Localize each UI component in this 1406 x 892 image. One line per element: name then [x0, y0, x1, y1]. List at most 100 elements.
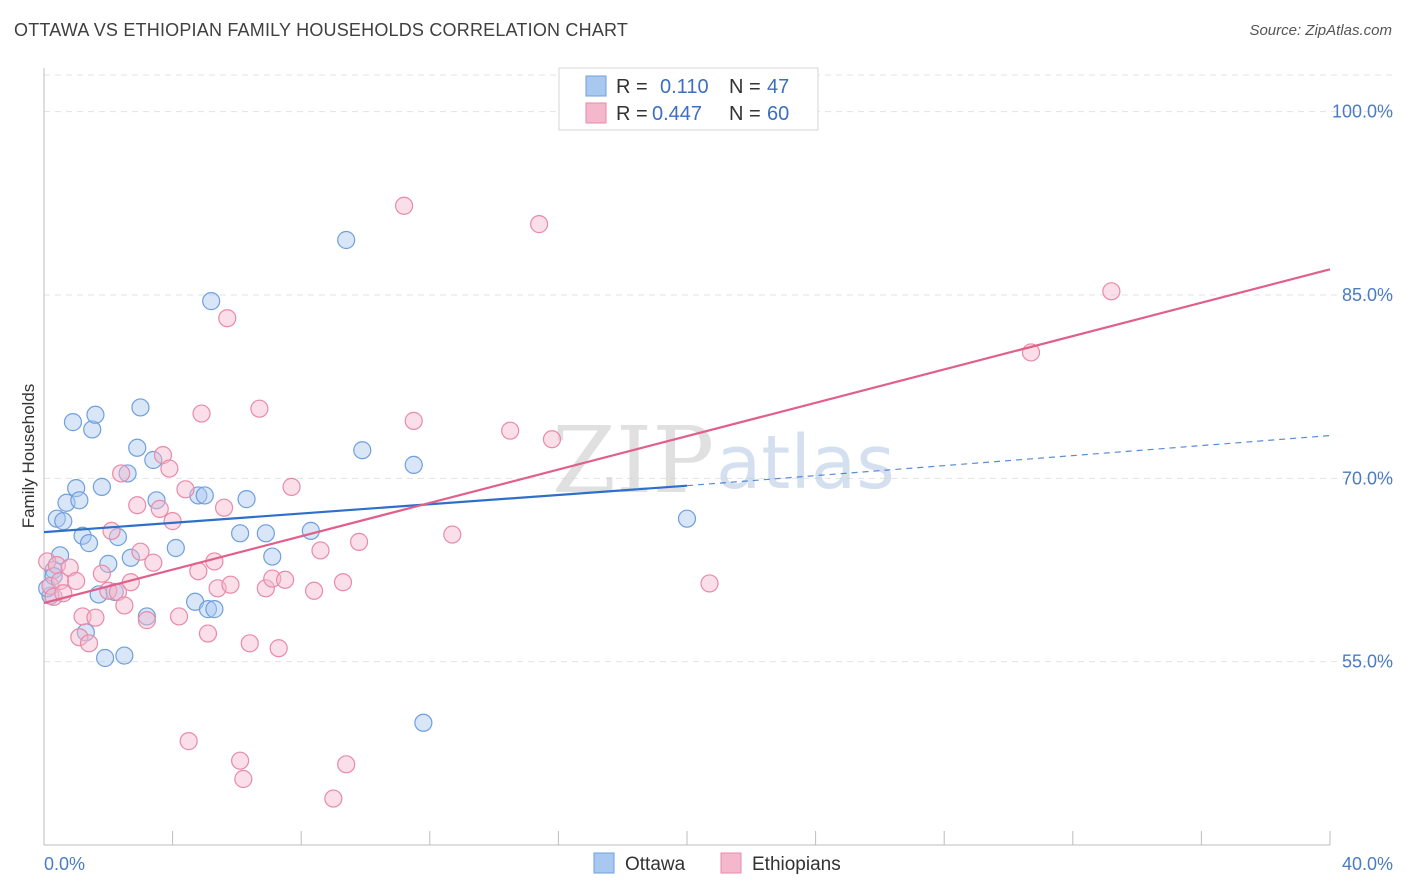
- ottawa-point: [99, 554, 118, 573]
- ethiopians-point: [250, 399, 269, 418]
- ottawa-point: [205, 600, 224, 619]
- ethiopians-point: [404, 411, 423, 430]
- ethiopians-point: [443, 525, 462, 544]
- ethiopians-point: [530, 215, 549, 234]
- ottawa-point: [92, 477, 111, 496]
- ethiopians-point: [700, 574, 719, 593]
- grid-lines: [44, 74, 1394, 663]
- ottawa-point: [144, 450, 163, 470]
- ethiopians-point: [304, 581, 324, 600]
- chart-title: OTTAWA VS ETHIOPIAN FAMILY HOUSEHOLDS CO…: [14, 20, 629, 40]
- ottawa-point: [54, 512, 73, 531]
- ottawa-point: [195, 486, 214, 505]
- ethiopians-point: [333, 573, 353, 592]
- ottawa-point: [115, 646, 134, 665]
- trend-lines: [43, 268, 1331, 605]
- legend-swatch-ottawa: [585, 75, 607, 97]
- ottawa-point: [353, 441, 372, 460]
- ethiopians-point: [86, 608, 105, 627]
- ethiopians-point: [231, 751, 250, 770]
- ethiopians-point: [311, 541, 330, 560]
- ethiopians-point: [282, 477, 301, 496]
- x-tick-label: 40.0%: [1342, 854, 1393, 874]
- legend-r-label-ottawa: R =: [616, 76, 648, 98]
- bottom-legend-label-ottawa: Ottawa: [625, 854, 686, 875]
- ethiopians-point: [144, 553, 163, 572]
- y-tick-label: 55.0%: [1342, 652, 1393, 672]
- ethiopians-point: [92, 564, 111, 583]
- ethiopians-point: [256, 579, 275, 598]
- watermark-zip: ZIP: [552, 407, 714, 514]
- legend-n-value-ottawa: 47: [767, 76, 789, 98]
- ethiopians-point: [150, 499, 169, 518]
- y-tick-label: 85.0%: [1342, 285, 1393, 305]
- legend-r-label-ethiopians: R =: [616, 103, 648, 125]
- ethiopians-point: [349, 532, 369, 551]
- ethiopians-point: [112, 464, 131, 483]
- ethiopians-point: [115, 596, 134, 615]
- ethiopians-point: [263, 569, 282, 588]
- ottawa-point: [677, 509, 697, 528]
- ottawa-trend-extension: [686, 434, 1331, 487]
- axes: [43, 68, 1331, 846]
- legend-n-label-ethiopians: N =: [729, 103, 761, 125]
- ethiopians-point: [192, 404, 211, 423]
- ottawa-point: [118, 464, 137, 483]
- ethiopians-point: [176, 480, 195, 499]
- x-tick-label: 0.0%: [44, 854, 85, 874]
- legend-swatch-ethiopians: [585, 102, 607, 124]
- ethiopians-point: [276, 570, 295, 589]
- ethiopians-point: [128, 496, 147, 515]
- y-tick-label: 100.0%: [1332, 102, 1393, 122]
- ethiopians-point: [67, 571, 86, 591]
- legend-n-value-ethiopians: 60: [767, 103, 789, 125]
- ottawa-point: [131, 398, 150, 417]
- ottawa-point: [301, 521, 320, 540]
- ethiopians-point: [131, 542, 150, 561]
- ethiopians-point: [240, 634, 259, 653]
- ethiopians-point: [542, 430, 562, 449]
- ethiopians-point: [137, 611, 156, 630]
- ethiopians-point: [337, 755, 356, 774]
- ottawa-point: [263, 547, 282, 566]
- ethiopians-point: [198, 624, 218, 643]
- ethiopians-point: [163, 512, 182, 531]
- ethiopians-point: [269, 639, 288, 658]
- ottawa-point: [86, 405, 105, 424]
- y-axis-label: Family Households: [19, 384, 38, 529]
- source-label: Source: ZipAtlas.com: [1249, 22, 1392, 39]
- ethiopians-point: [73, 607, 92, 626]
- ethiopians-point: [70, 628, 89, 647]
- ottawa-point: [237, 490, 256, 509]
- ethiopians-point: [324, 789, 343, 808]
- bottom-legend-swatch-ottawa: [593, 852, 615, 874]
- bottom-legend-swatch-ethiopians: [720, 852, 742, 874]
- ottawa-point: [128, 438, 147, 457]
- ethiopians-point: [102, 521, 121, 540]
- bottom-legend: Ottawa Ethiopians: [593, 852, 841, 875]
- ethiopians-point: [38, 552, 57, 571]
- ethiopians-point: [179, 732, 198, 751]
- ottawa-point: [95, 648, 115, 668]
- watermark-atlas: atlas: [716, 420, 895, 506]
- ottawa-point: [256, 524, 275, 543]
- ottawa-point: [70, 491, 89, 510]
- ethiopians-point: [214, 498, 234, 517]
- legend-r-value-ethiopians: 0.447: [652, 103, 702, 125]
- ottawa-trend-line: [43, 484, 688, 534]
- ethiopians-point: [218, 309, 237, 328]
- ottawa-point: [121, 548, 140, 567]
- bottom-legend-label-ethiopians: Ethiopians: [752, 854, 841, 875]
- top-legend: R = 0.110 N = 47 R = 0.447 N = 60: [558, 67, 819, 131]
- ethiopians-point: [221, 575, 240, 594]
- ethiopians-point: [501, 421, 520, 440]
- watermark: ZIP atlas: [552, 407, 895, 514]
- ottawa-point: [198, 600, 218, 619]
- tick-labels: 100.0% 85.0% 70.0% 55.0% 0.0% 40.0%: [44, 102, 1393, 874]
- ethiopians-point: [169, 607, 189, 626]
- ethiopians-point: [234, 769, 253, 789]
- ottawa-point: [337, 230, 356, 250]
- ottawa-point: [79, 534, 99, 553]
- legend-n-label-ottawa: N =: [729, 76, 761, 98]
